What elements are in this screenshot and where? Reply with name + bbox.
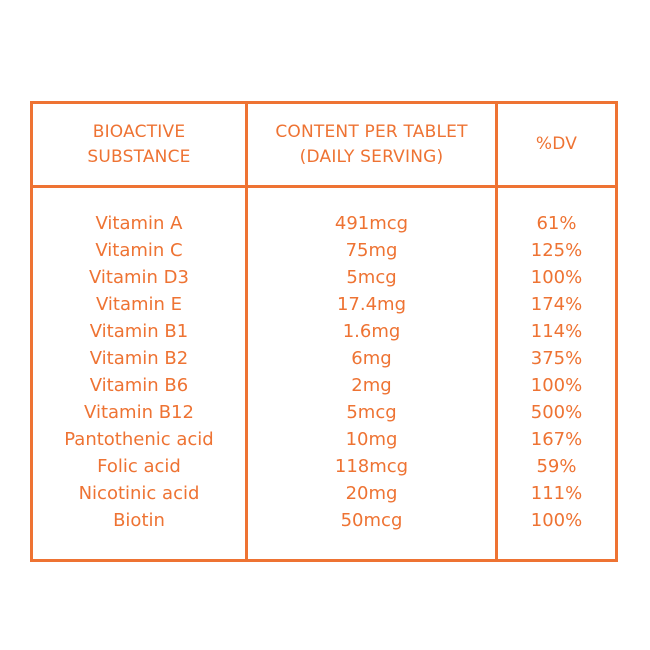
header-content-per-tablet: CONTENT PER TABLET (DAILY SERVING) (248, 104, 498, 185)
substance-cell: Biotin (113, 510, 165, 531)
content-cell: 20mg (345, 483, 398, 504)
content-cell: 75mg (345, 240, 398, 261)
substance-cell: Folic acid (97, 456, 181, 477)
dv-cell: 375% (530, 348, 583, 369)
dv-cell: 111% (530, 483, 583, 504)
table-header-row: BIOACTIVE SUBSTANCE CONTENT PER TABLET (… (33, 104, 615, 188)
table-body: Vitamin A Vitamin C Vitamin D3 Vitamin E… (33, 188, 615, 559)
content-cell: 6mg (351, 348, 392, 369)
dv-cell: 100% (530, 267, 583, 288)
dv-cell: 125% (530, 240, 583, 261)
substance-cell: Vitamin E (95, 294, 183, 315)
substance-cell: Vitamin B1 (89, 321, 189, 342)
dv-cell: 59% (536, 456, 577, 477)
dv-cell: 500% (530, 402, 583, 423)
dv-cell: 167% (530, 429, 583, 450)
substance-cell: Vitamin B6 (89, 375, 189, 396)
substance-cell: Pantothenic acid (64, 429, 214, 450)
dv-column: 61% 125% 100% 174% 114% 375% 100% 500% 1… (498, 188, 615, 559)
substance-cell: Vitamin B2 (89, 348, 189, 369)
substance-cell: Nicotinic acid (78, 483, 200, 504)
dv-cell: 114% (530, 321, 583, 342)
substance-cell: Vitamin B12 (84, 402, 194, 423)
content-cell: 17.4mg (336, 294, 407, 315)
content-cell: 118mcg (334, 456, 409, 477)
substance-cell: Vitamin A (95, 213, 183, 234)
substance-cell: Vitamin C (95, 240, 183, 261)
content-cell: 10mg (345, 429, 398, 450)
supplement-facts-table: BIOACTIVE SUBSTANCE CONTENT PER TABLET (… (30, 101, 618, 562)
dv-cell: 100% (530, 375, 583, 396)
dv-cell: 174% (530, 294, 583, 315)
content-cell: 2mg (351, 375, 392, 396)
content-cell: 50mcg (340, 510, 403, 531)
header-bioactive-substance: BIOACTIVE SUBSTANCE (33, 104, 248, 185)
substance-cell: Vitamin D3 (89, 267, 189, 288)
content-cell: 5mcg (346, 402, 397, 423)
content-cell: 1.6mg (342, 321, 401, 342)
content-cell: 5mcg (346, 267, 397, 288)
content-cell: 491mcg (334, 213, 409, 234)
dv-cell: 100% (530, 510, 583, 531)
header-percent-dv: %DV (535, 134, 578, 154)
content-column: 491mcg 75mg 5mcg 17.4mg 1.6mg 6mg 2mg 5m… (248, 188, 498, 559)
dv-cell: 61% (536, 213, 577, 234)
substance-column: Vitamin A Vitamin C Vitamin D3 Vitamin E… (33, 188, 248, 559)
